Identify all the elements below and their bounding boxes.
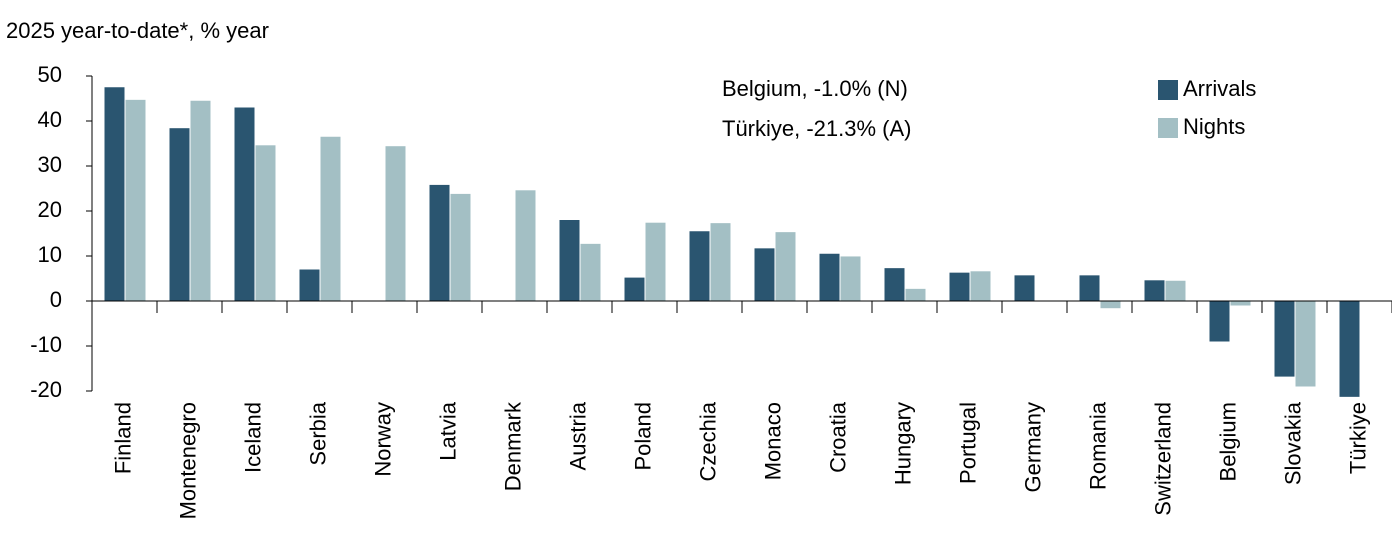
- annotation: Türkiye, -21.3% (A): [722, 116, 912, 141]
- y-tick-label: 20: [38, 197, 62, 222]
- x-tick-label: Romania: [1085, 401, 1110, 490]
- x-tick-label: Norway: [370, 402, 395, 477]
- bar: [1295, 301, 1316, 387]
- bar: [104, 87, 125, 301]
- bar: [190, 100, 211, 301]
- bar: [710, 223, 731, 301]
- x-tick-label: Monaco: [760, 402, 785, 480]
- x-tick-label: Switzerland: [1150, 402, 1175, 516]
- x-tick-label: Latvia: [435, 401, 460, 460]
- bar: [320, 136, 341, 301]
- x-tick-label: Belgium: [1215, 402, 1240, 481]
- bar: [559, 220, 580, 301]
- x-tick-label: Germany: [1020, 402, 1045, 492]
- y-tick-label: 40: [38, 107, 62, 132]
- x-tick-label: Portugal: [955, 402, 980, 484]
- bar: [840, 256, 861, 301]
- y-tick-label: 30: [38, 152, 62, 177]
- legend-label: Nights: [1183, 114, 1245, 139]
- x-tick-label: Czechia: [695, 401, 720, 481]
- annotation: Belgium, -1.0% (N): [722, 76, 908, 101]
- bar: [819, 253, 840, 301]
- bar: [884, 268, 905, 301]
- legend-label: Arrivals: [1183, 76, 1256, 101]
- bar: [580, 243, 601, 301]
- bar: [1339, 301, 1360, 397]
- bar: [1014, 275, 1035, 301]
- bar: [515, 190, 536, 301]
- x-tick-label: Austria: [565, 401, 590, 470]
- bar: [255, 145, 276, 301]
- bar: [169, 128, 190, 301]
- x-tick-label: Poland: [630, 402, 655, 471]
- bar: [970, 271, 991, 301]
- bar: [234, 107, 255, 301]
- y-tick-label: 0: [50, 287, 62, 312]
- bar: [1100, 301, 1121, 309]
- bar: [624, 277, 645, 301]
- bar: [1209, 301, 1230, 342]
- bar: [385, 146, 406, 301]
- bar: [775, 232, 796, 301]
- x-tick-label: Serbia: [305, 401, 330, 465]
- bar: [1230, 301, 1251, 306]
- x-tick-label: Montenegro: [175, 402, 200, 519]
- bar: [299, 269, 320, 301]
- chart-title: 2025 year-to-date*, % year: [6, 18, 269, 43]
- bar: [645, 222, 666, 301]
- y-tick-label: -10: [30, 332, 62, 357]
- x-tick-label: Denmark: [500, 401, 525, 491]
- bar: [125, 99, 146, 301]
- legend-swatch: [1158, 118, 1178, 138]
- x-tick-label: Slovakia: [1280, 401, 1305, 485]
- bar: [905, 288, 926, 301]
- bar: [689, 231, 710, 301]
- y-tick-label: 10: [38, 242, 62, 267]
- bar: [1144, 280, 1165, 301]
- x-tick-label: Finland: [110, 402, 135, 474]
- bar: [1079, 275, 1100, 301]
- bar: [1165, 280, 1186, 301]
- x-tick-label: Türkiye: [1345, 402, 1370, 474]
- bar: [1274, 301, 1295, 377]
- x-tick-label: Hungary: [890, 402, 915, 485]
- x-tick-label: Croatia: [825, 401, 850, 473]
- bar: [754, 248, 775, 301]
- bar: [450, 193, 471, 301]
- x-tick-label: Iceland: [240, 402, 265, 473]
- y-tick-label: -20: [30, 377, 62, 402]
- bar: [949, 272, 970, 301]
- legend-swatch: [1158, 80, 1178, 100]
- bar: [429, 184, 450, 301]
- y-tick-label: 50: [38, 62, 62, 87]
